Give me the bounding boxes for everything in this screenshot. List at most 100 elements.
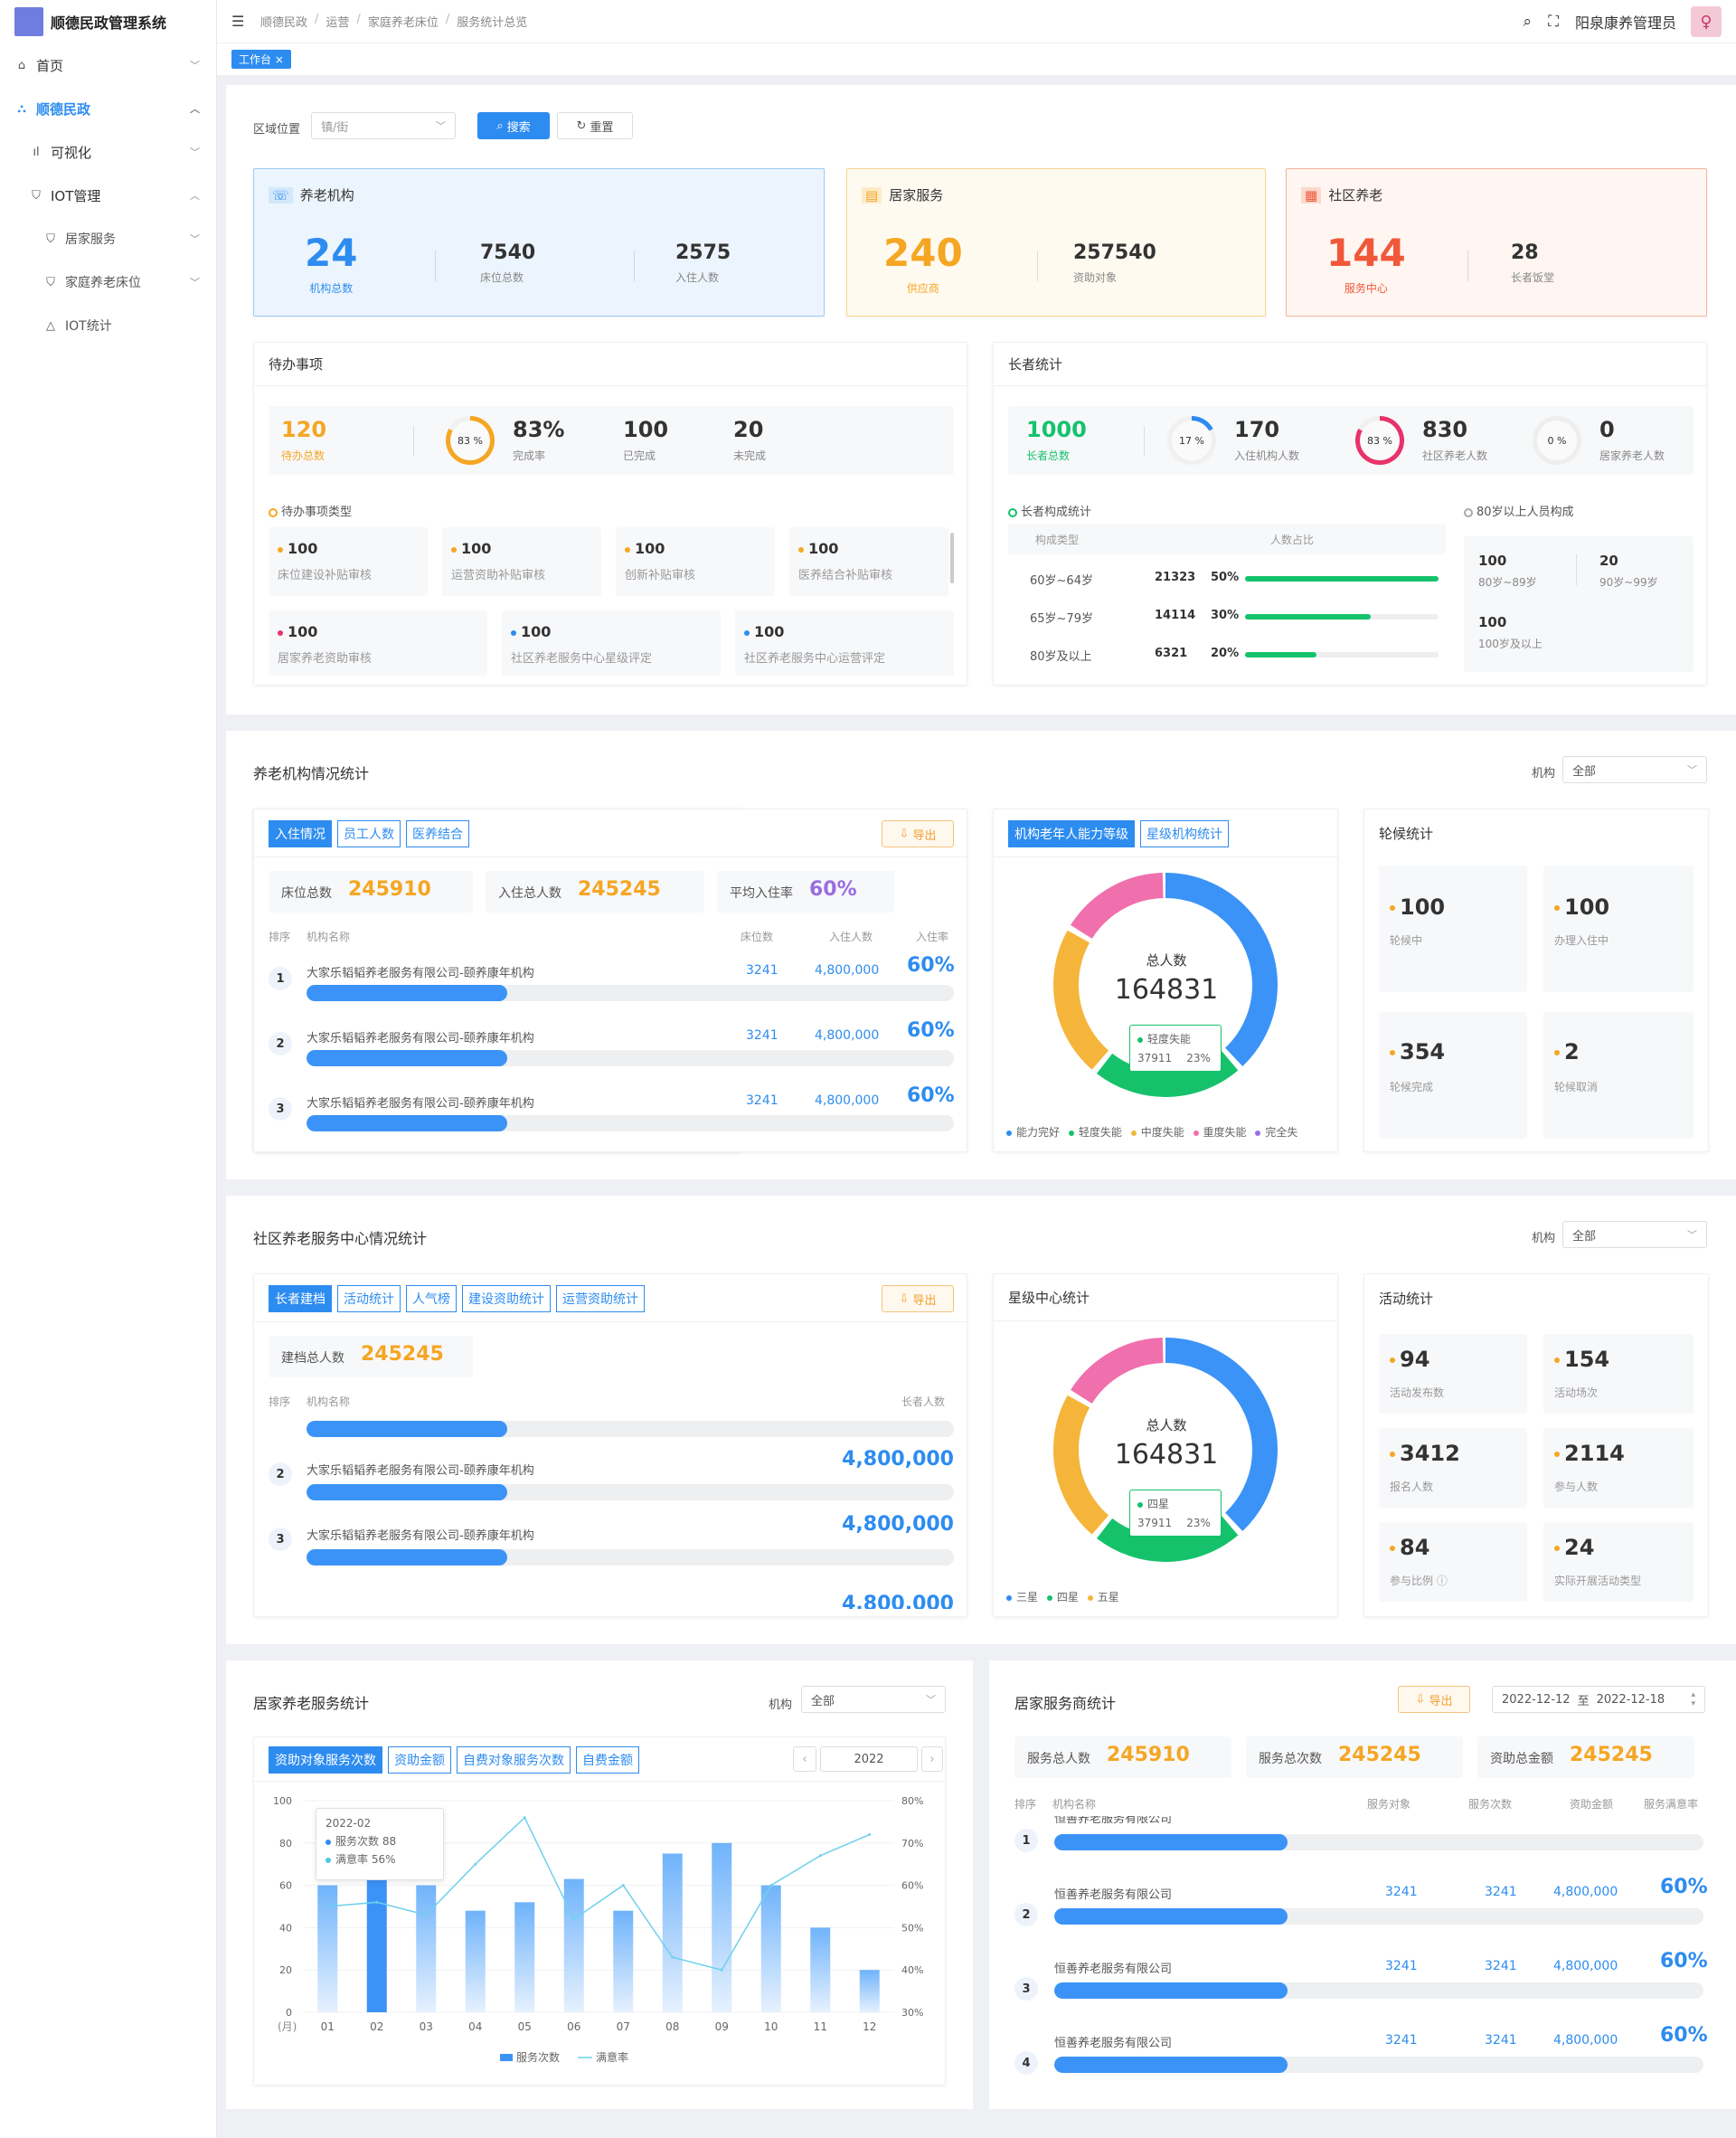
breadcrumb-item[interactable]: 运营: [326, 16, 350, 30]
breadcrumb-item[interactable]: 顺德民政: [260, 16, 308, 30]
center-name[interactable]: 大家乐韬韬养老服务有限公司-颐养康年机构: [307, 1529, 534, 1543]
legend-label: 轻度失能: [1078, 1126, 1122, 1139]
column-header: 入住人数: [829, 931, 873, 943]
tab-staff[interactable]: 员工人数: [337, 820, 401, 847]
archive-list[interactable]: 2 大家乐韬韬养老服务有限公司-颐养康年机构 4,800,000 3 大家乐韬韬…: [254, 1412, 967, 1609]
export-button[interactable]: ⇩ 导出: [1398, 1686, 1470, 1713]
legend-item[interactable]: 中度失能: [1130, 1126, 1184, 1139]
legend-item[interactable]: 能力完好: [1006, 1126, 1060, 1139]
next-year-button[interactable]: ›: [921, 1746, 943, 1772]
kpi-label: 入住人数: [675, 271, 720, 284]
tab-activity[interactable]: 活动统计: [337, 1285, 401, 1312]
sidebar-item-iot-stats[interactable]: △ IOT统计: [0, 304, 216, 347]
todo-type-item[interactable]: 100 社区养老服务中心运营评定: [735, 610, 954, 676]
ability-donut: [1053, 873, 1278, 1097]
region-select[interactable]: 镇/街 ﹀: [311, 112, 456, 139]
stat-label: 资助总金额: [1490, 1752, 1553, 1766]
search-button[interactable]: ⌕ 搜索: [477, 112, 550, 139]
institution-name[interactable]: 大家乐韬韬养老服务有限公司-颐养康年机构: [307, 967, 534, 980]
org-select[interactable]: 全部 ﹀: [1562, 1221, 1707, 1248]
center-name[interactable]: 大家乐韬韬养老服务有限公司-颐养康年机构: [307, 1464, 534, 1478]
todo-type-item[interactable]: 100 社区养老服务中心星级评定: [502, 610, 721, 676]
fullscreen-icon[interactable]: ⛶: [1548, 13, 1559, 31]
value-bar: [307, 1549, 954, 1566]
provider-name[interactable]: 恒善养老服务有限公司: [1054, 2037, 1173, 2050]
org-select[interactable]: 全部 ﹀: [801, 1686, 946, 1713]
donut-slice-mild[interactable]: [1053, 873, 1278, 1097]
legend-item[interactable]: 完全失: [1255, 1126, 1297, 1139]
value-bar: [307, 1484, 954, 1500]
tab-funded-times[interactable]: 资助对象服务次数: [269, 1746, 382, 1774]
provider-list[interactable]: 1 恒善养老服务有限公司 2 恒善养老服务有限公司 3241 3241 4,80…: [989, 1816, 1736, 2109]
spinner-icon[interactable]: ▴ ▾: [1691, 1690, 1695, 1708]
sidebar-item-home-service[interactable]: ⛉ 居家服务 ﹀: [0, 217, 216, 260]
stat-value: 245910: [348, 878, 431, 901]
kpi-label: 待办总数: [281, 449, 326, 462]
point-satisfaction: [572, 1917, 576, 1921]
help-icon[interactable]: ⓘ: [1436, 1575, 1448, 1587]
breadcrumb-item[interactable]: 家庭养老床位: [367, 16, 439, 30]
donut-slice-moderate[interactable]: [1053, 873, 1278, 1097]
tab-elder-archive[interactable]: 长者建档: [269, 1285, 332, 1312]
legend-item[interactable]: 四星: [1046, 1591, 1079, 1604]
org-select[interactable]: 全部 ﹀: [1562, 756, 1707, 783]
menu-fold-icon[interactable]: ☰: [231, 13, 245, 30]
user-name[interactable]: 阳泉康养管理员: [1574, 14, 1676, 32]
legend-item[interactable]: 五星: [1087, 1591, 1119, 1604]
todo-type-item[interactable]: 100 居家养老资助审核: [269, 610, 487, 676]
search-icon[interactable]: ⌕: [1523, 13, 1533, 31]
tab-occupancy[interactable]: 入住情况: [269, 820, 332, 847]
tab-construction-fund[interactable]: 建设资助统计: [462, 1285, 551, 1312]
rotation-item: 100 办理入住中: [1543, 866, 1694, 992]
todo-type-item[interactable]: 100 创新补贴审核: [616, 527, 775, 596]
x-tick-label: 02: [370, 2020, 383, 2033]
stat-label: 建档总人数: [281, 1351, 344, 1366]
donut-slice-good[interactable]: [1053, 873, 1278, 1097]
sidebar-item-label: 可视化: [51, 144, 92, 161]
avatar[interactable]: ♀: [1691, 6, 1722, 37]
todo-type-item[interactable]: 100 运营资助补贴审核: [442, 527, 601, 596]
rank-badge: 1: [1014, 1829, 1038, 1852]
sidebar-item-iot[interactable]: ⛉ IOT管理 ︿: [0, 174, 216, 217]
tab-operation-fund[interactable]: 运营资助统计: [556, 1285, 645, 1312]
date-range[interactable]: 2022-12-12 至 2022-12-18 ▴ ▾: [1492, 1686, 1705, 1713]
todo-type-item[interactable]: 100 医养结合补贴审核: [789, 527, 948, 596]
tab-ability-level[interactable]: 机构老年人能力等级: [1008, 820, 1135, 847]
activity-label: 参与人数: [1554, 1481, 1599, 1493]
reset-button[interactable]: ↻ 重置: [557, 112, 633, 139]
export-button[interactable]: ⇩ 导出: [882, 820, 954, 847]
export-button[interactable]: ⇩ 导出: [882, 1285, 954, 1312]
todo-type-item[interactable]: 100 床位建设补贴审核: [269, 527, 428, 596]
x-tick-label: 04: [468, 2020, 482, 2033]
provider-name[interactable]: 恒善养老服务有限公司: [1054, 1963, 1173, 1976]
service-times-value: 3241: [1485, 2033, 1517, 2048]
prev-year-button[interactable]: ‹: [793, 1746, 816, 1772]
donut-slice-three-star[interactable]: [1053, 1338, 1278, 1562]
tab-workbench[interactable]: 工作台 ×: [231, 50, 291, 69]
column-header: 排序: [269, 1395, 291, 1408]
donut-tooltip: 四星 37911 23%: [1129, 1490, 1222, 1537]
org-label: 机构: [1532, 767, 1556, 780]
institution-name[interactable]: 大家乐韬韬养老服务有限公司-颐养康年机构: [307, 1097, 534, 1111]
provider-name[interactable]: 恒善养老服务有限公司: [1054, 1888, 1173, 1902]
tab-medical[interactable]: 医养结合: [406, 820, 469, 847]
institution-name[interactable]: 大家乐韬韬养老服务有限公司-颐养康年机构: [307, 1032, 534, 1045]
legend-item[interactable]: 轻度失能: [1068, 1126, 1122, 1139]
sidebar-item-home[interactable]: ⌂ 首页 ﹀: [0, 43, 216, 87]
legend-item[interactable]: 重度失能: [1193, 1126, 1247, 1139]
tab-star-institution[interactable]: 星级机构统计: [1140, 820, 1229, 847]
scrollbar[interactable]: [950, 533, 954, 583]
donut-slice-five-star[interactable]: [1053, 1338, 1278, 1562]
year-select[interactable]: 2022: [820, 1746, 918, 1772]
y2-tick-label: 70%: [901, 1838, 923, 1849]
tab-popularity[interactable]: 人气榜: [406, 1285, 457, 1312]
provider-name[interactable]: 恒善养老服务有限公司: [1054, 1816, 1173, 1826]
tab-funded-amount[interactable]: 资助金额: [388, 1746, 451, 1774]
donut-slice-four-star[interactable]: [1053, 1338, 1278, 1562]
tab-self-times[interactable]: 自费对象服务次数: [457, 1746, 571, 1774]
legend-item[interactable]: 三星: [1006, 1591, 1038, 1604]
tab-self-amount[interactable]: 自费金额: [576, 1746, 639, 1774]
sidebar-item-visual[interactable]: ıl 可视化 ﹀: [0, 130, 216, 174]
sidebar-item-shunde[interactable]: ⛬ 顺德民政 ︿: [0, 87, 216, 130]
sidebar-item-family-bed[interactable]: ⛉ 家庭养老床位 ﹀: [0, 260, 216, 304]
